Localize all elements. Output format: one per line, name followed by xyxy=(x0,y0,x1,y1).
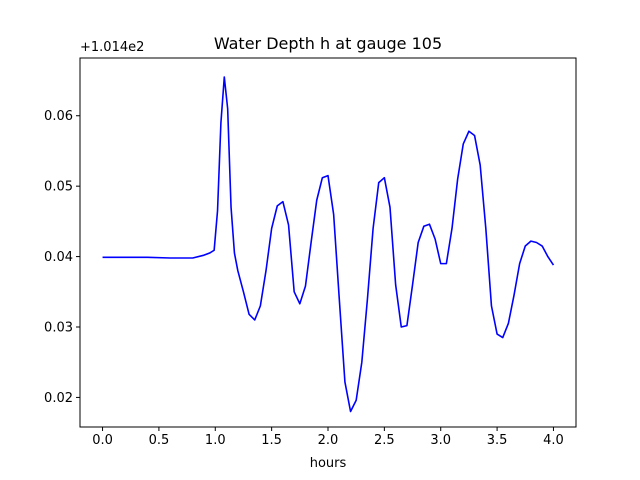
y-tick-label: 0.04 xyxy=(44,250,73,265)
x-tick-label: 2.0 xyxy=(318,433,339,448)
x-tick-label: 1.5 xyxy=(261,433,282,448)
x-tick-label: 1.0 xyxy=(205,433,226,448)
x-tick-label: 2.5 xyxy=(374,433,395,448)
y-offset-label: +1.014e2 xyxy=(80,40,144,55)
y-tick-label: 0.06 xyxy=(44,109,73,124)
plot-area: 0.0 0.5 1.0 1.5 2.0 2.5 3.0 3.5 4.0 0.02 0.03 0.04 0… xyxy=(44,57,577,448)
y-tick-label: 0.03 xyxy=(44,321,73,336)
x-tick-label: 4.0 xyxy=(543,433,564,448)
x-tick-label: 3.0 xyxy=(430,433,451,448)
y-tick-label: 0.02 xyxy=(44,391,73,406)
chart-title: Water Depth h at gauge 105 xyxy=(214,34,442,53)
x-tick-label: 0.0 xyxy=(92,433,113,448)
x-tick-label: 0.5 xyxy=(149,433,170,448)
x-tick-label: 3.5 xyxy=(487,433,508,448)
y-tick-label: 0.05 xyxy=(44,180,73,195)
x-axis-label: hours xyxy=(310,456,347,471)
series-line-0 xyxy=(102,76,555,413)
